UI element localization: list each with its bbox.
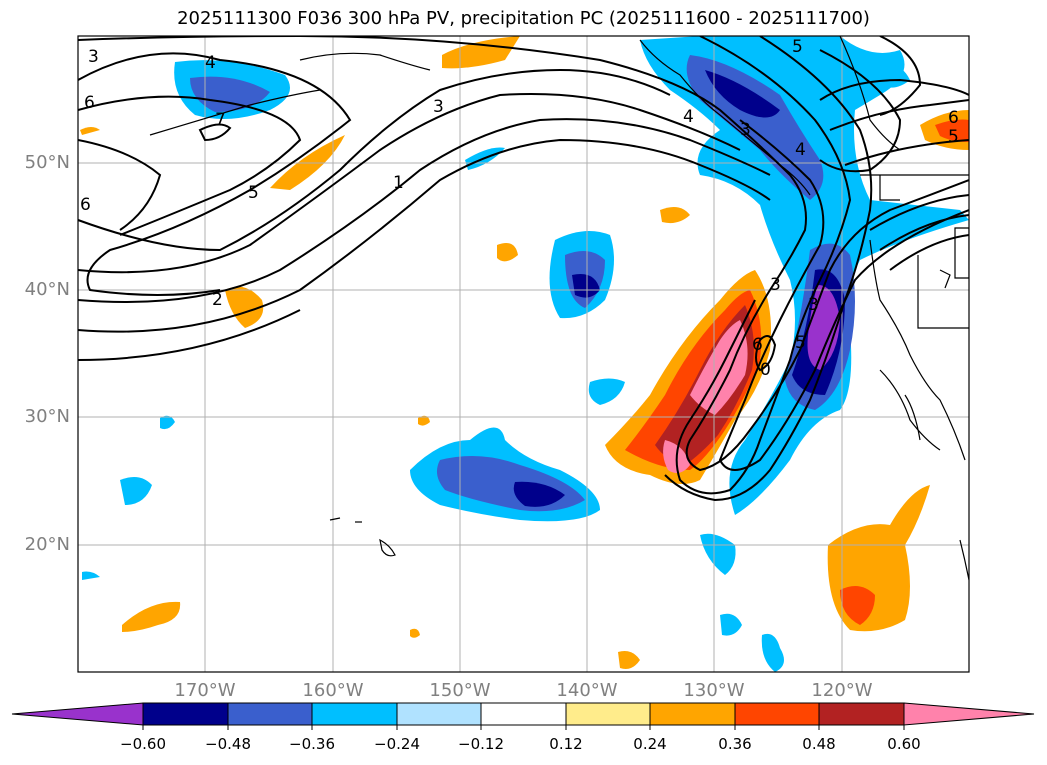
colorbar-segment bbox=[565, 702, 651, 726]
precip-anomaly-orange bbox=[442, 36, 520, 69]
coastlines bbox=[149, 36, 969, 581]
graticule bbox=[78, 36, 969, 672]
precip-anomaly-navy bbox=[572, 274, 600, 298]
precip-anomaly-orange bbox=[80, 127, 100, 135]
map-frame bbox=[77, 35, 970, 673]
lat-label-40n: 40°N bbox=[24, 279, 70, 300]
contour-label: 6 bbox=[752, 335, 763, 355]
lon-label-120w: 120°W bbox=[811, 680, 873, 701]
colorbar-tick-label: 0.60 bbox=[887, 735, 921, 753]
contour-label: 5 bbox=[948, 127, 959, 147]
precip-anomaly-orange bbox=[660, 206, 690, 224]
colorbar-tick-label: 0.48 bbox=[802, 735, 836, 753]
precip-anomaly-blue bbox=[880, 64, 910, 88]
colorbar bbox=[11, 702, 1035, 730]
precip-anomaly-orange bbox=[225, 286, 264, 328]
pv-contour-labels: 3 4 6 7 5 2 1 3 5 4 3 0 6 5 4 3 6 5 6 3 bbox=[80, 37, 959, 380]
precip-anomaly-orange bbox=[418, 415, 430, 426]
precip-anomaly-navy bbox=[705, 70, 780, 118]
lat-label-30n: 30°N bbox=[24, 406, 70, 427]
colorbar-tick-label: −0.24 bbox=[374, 735, 420, 753]
precip-anomaly-orange bbox=[410, 628, 420, 638]
contour-label: 5 bbox=[792, 37, 803, 57]
contour-label: 3 bbox=[740, 120, 751, 140]
contour-label: 6 bbox=[80, 195, 91, 215]
precip-anomaly-blue bbox=[588, 378, 625, 405]
precip-anomaly-blue bbox=[120, 476, 152, 505]
contour-label: 3 bbox=[808, 295, 819, 315]
colorbar-segment bbox=[311, 702, 398, 726]
contour-label: 5 bbox=[795, 333, 806, 353]
precip-anomaly-blue-dark bbox=[190, 76, 270, 112]
precip-anomaly-orange bbox=[122, 601, 181, 632]
colorbar-segment bbox=[818, 702, 905, 726]
lat-label-50n: 50°N bbox=[24, 152, 70, 173]
lon-label-130w: 130°W bbox=[683, 680, 745, 701]
precip-anomaly-navy bbox=[513, 481, 565, 507]
precip-anomaly-orange bbox=[618, 651, 640, 669]
precip-anomaly-blue bbox=[160, 415, 175, 430]
colorbar-tick-label: −0.48 bbox=[205, 735, 251, 753]
colorbar-segment bbox=[734, 702, 820, 726]
precip-anomaly-orange bbox=[827, 485, 930, 632]
colorbar-extend-low bbox=[11, 702, 144, 726]
contour-label: 5 bbox=[248, 183, 259, 203]
precip-anomaly-blue bbox=[761, 633, 784, 672]
colorbar-segment bbox=[227, 702, 313, 726]
pv-contours bbox=[78, 36, 969, 502]
precipitation-shading bbox=[80, 36, 969, 672]
precip-anomaly-orange bbox=[497, 242, 518, 262]
colorbar-segment bbox=[480, 702, 567, 726]
colorbar-extend-high bbox=[903, 702, 1035, 726]
precip-anomaly-red-orange bbox=[935, 119, 969, 142]
precip-anomaly-blue bbox=[82, 571, 100, 580]
colorbar-tick-label: −0.36 bbox=[289, 735, 335, 753]
contour-label: 2 bbox=[212, 290, 223, 310]
contour-label: 0 bbox=[760, 360, 771, 380]
colorbar-segment bbox=[142, 702, 229, 726]
contour-label: 4 bbox=[795, 140, 806, 160]
precip-anomaly-red-orange bbox=[840, 586, 875, 625]
lon-label-140w: 140°W bbox=[556, 680, 618, 701]
contour-label: 4 bbox=[205, 53, 216, 73]
contour-label: 4 bbox=[683, 107, 694, 127]
lon-label-170w: 170°W bbox=[174, 680, 236, 701]
precip-anomaly-blue bbox=[640, 36, 969, 515]
colorbar-tick-label: −0.12 bbox=[458, 735, 504, 753]
contour-label: 3 bbox=[770, 275, 781, 295]
colorbar-segment bbox=[649, 702, 736, 726]
lon-label-160w: 160°W bbox=[302, 680, 364, 701]
contour-label: 6 bbox=[84, 93, 95, 113]
contour-label: 1 bbox=[393, 173, 404, 193]
colorbar-tick-label: −0.60 bbox=[120, 735, 166, 753]
contour-label: 7 bbox=[215, 110, 226, 130]
colorbar-tick-label: 0.36 bbox=[718, 735, 752, 753]
lon-label-150w: 150°W bbox=[429, 680, 491, 701]
precip-anomaly-blue bbox=[700, 533, 736, 575]
colorbar-tick-label: 0.24 bbox=[633, 735, 667, 753]
colorbar-tick-label: 0.12 bbox=[549, 735, 583, 753]
colorbar-segment bbox=[396, 702, 482, 726]
contour-label: 3 bbox=[88, 47, 99, 67]
map-title: 2025111300 F036 300 hPa PV, precipitatio… bbox=[177, 8, 870, 29]
lat-label-20n: 20°N bbox=[24, 534, 70, 555]
contour-label: 6 bbox=[948, 108, 959, 128]
precip-anomaly-blue bbox=[720, 613, 742, 636]
contour-label: 3 bbox=[433, 97, 444, 117]
